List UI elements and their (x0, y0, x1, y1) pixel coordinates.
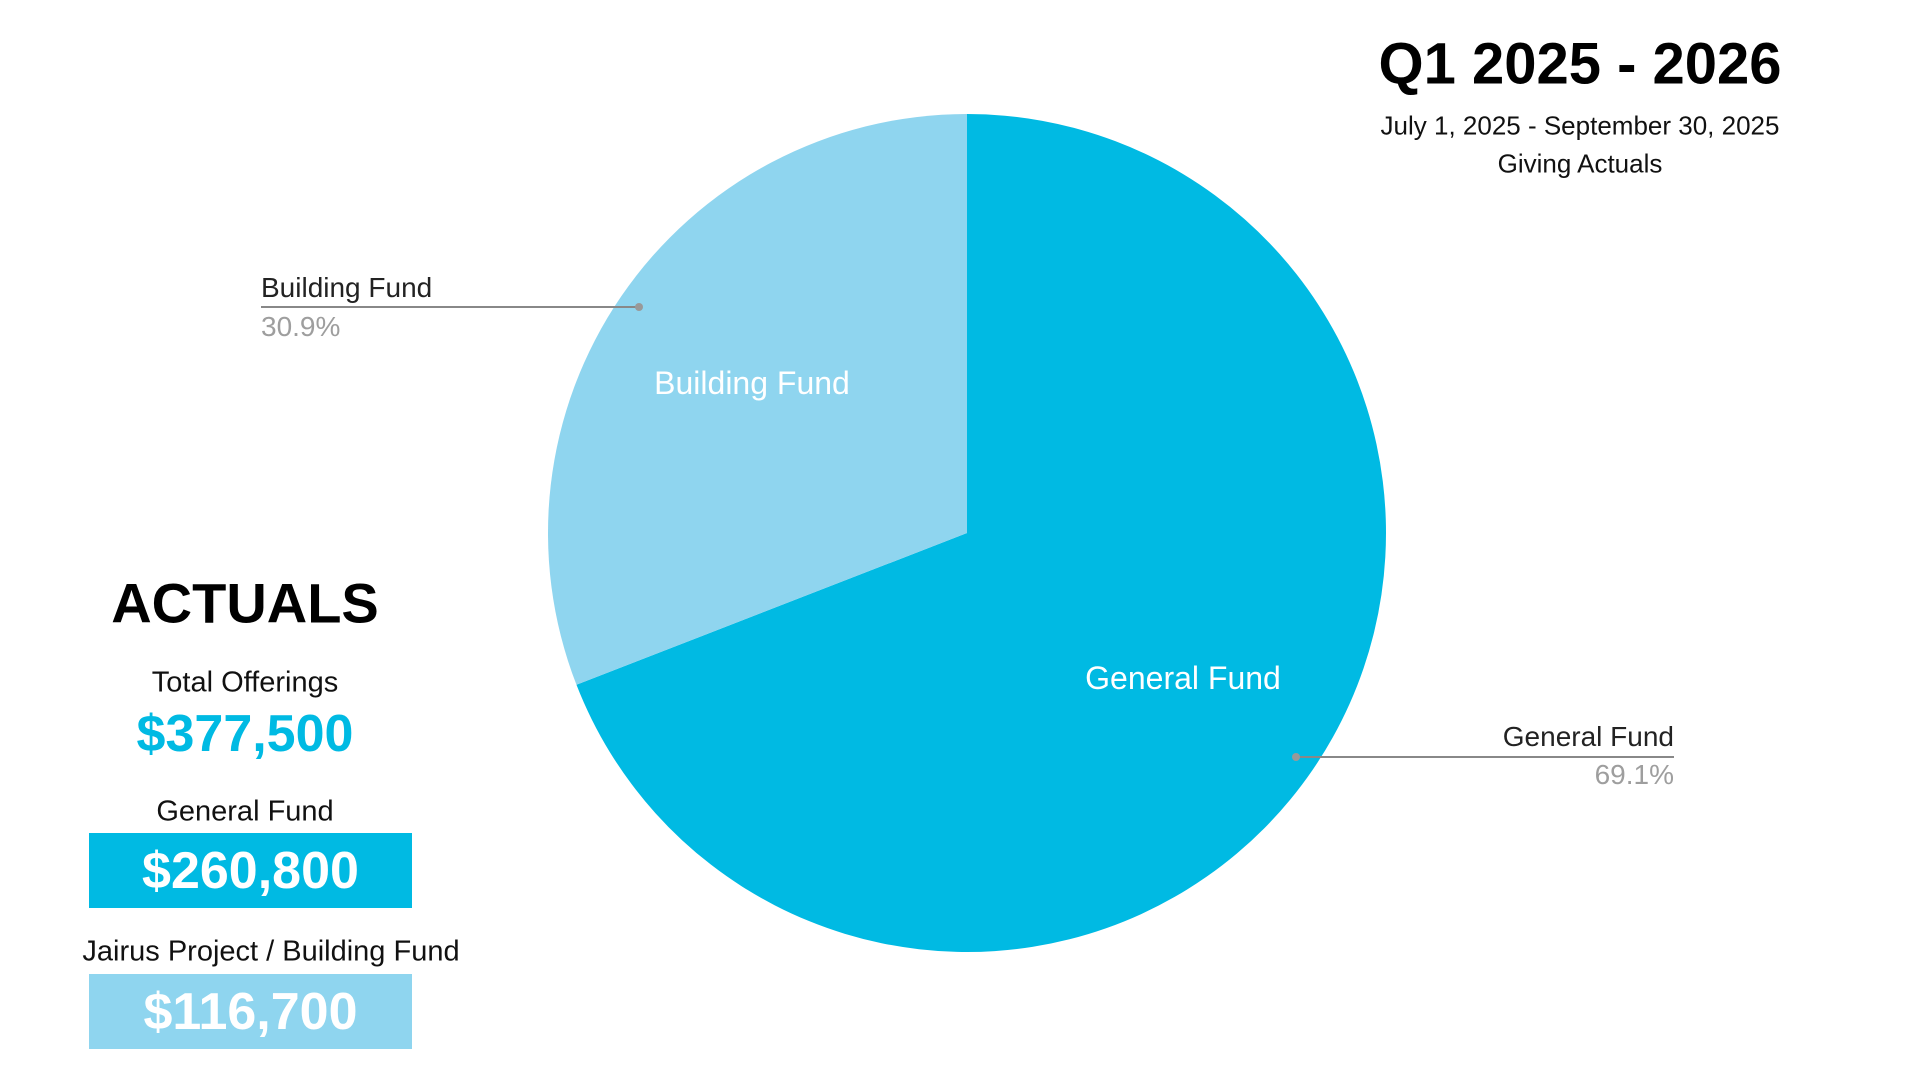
callout-pct-building: 30.9% (261, 311, 340, 342)
callout-pct-general: 69.1% (1595, 759, 1674, 790)
slice-label-building-fund: Building Fund (654, 365, 850, 401)
general-fund-label: General Fund (156, 795, 334, 828)
actuals-heading: ACTUALS (111, 571, 379, 635)
total-offerings-value: $377,500 (136, 705, 354, 763)
pie-slice-general-fund (576, 114, 1386, 953)
general-fund-value-box: $260,800 (89, 833, 412, 908)
callout-label-building: Building Fund (261, 272, 432, 303)
building-fund-value-box: $116,700 (89, 974, 412, 1049)
page-title: Q1 2025 - 2026 (1378, 31, 1782, 97)
leader-dot-building (635, 303, 643, 311)
subtitle: Giving Actuals (1497, 148, 1663, 179)
total-offerings-label: Total Offerings (151, 666, 339, 699)
date-range: July 1, 2025 - September 30, 2025 (1380, 110, 1780, 141)
building-fund-label: Jairus Project / Building Fund (82, 935, 460, 968)
slice-label-general-fund: General Fund (1085, 660, 1281, 696)
leader-dot-general (1292, 753, 1300, 761)
callout-label-general: General Fund (1503, 721, 1674, 752)
pie-slice-building-fund (548, 114, 967, 685)
